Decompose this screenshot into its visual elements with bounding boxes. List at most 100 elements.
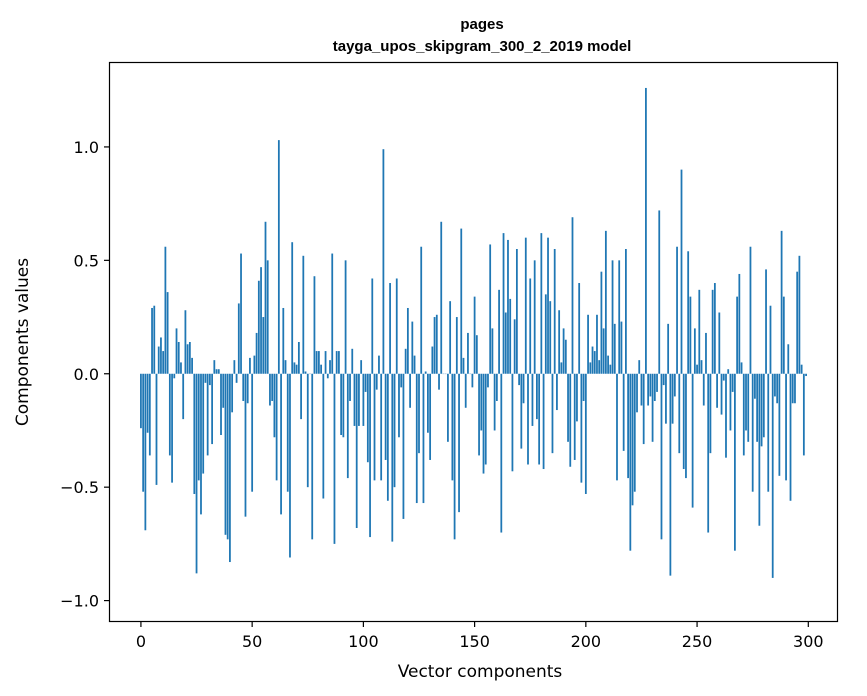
bar bbox=[315, 351, 318, 374]
bar bbox=[616, 373, 618, 481]
bar bbox=[220, 373, 222, 435]
bar bbox=[591, 346, 594, 374]
bar bbox=[355, 373, 358, 528]
bars-group bbox=[140, 87, 807, 578]
bar bbox=[573, 373, 576, 460]
bar bbox=[364, 373, 367, 392]
bar bbox=[188, 342, 191, 374]
bar bbox=[687, 251, 690, 374]
bar bbox=[562, 328, 565, 374]
bar bbox=[251, 373, 254, 492]
bar bbox=[462, 357, 465, 374]
bar bbox=[527, 373, 529, 465]
bar bbox=[320, 364, 322, 374]
bar bbox=[302, 255, 305, 374]
bar bbox=[155, 373, 158, 485]
bar bbox=[418, 373, 420, 454]
bar bbox=[406, 307, 409, 374]
bar bbox=[549, 301, 552, 374]
bar bbox=[529, 278, 532, 374]
bar bbox=[700, 360, 703, 374]
bar bbox=[242, 373, 245, 401]
bar bbox=[671, 373, 674, 424]
bar bbox=[480, 373, 483, 431]
bar bbox=[511, 373, 514, 472]
bar bbox=[226, 373, 229, 540]
y-tick-label: −1.0 bbox=[60, 592, 99, 611]
bar bbox=[338, 351, 340, 374]
bar bbox=[631, 373, 634, 506]
bar bbox=[760, 373, 763, 447]
bar bbox=[789, 373, 792, 501]
bar bbox=[513, 319, 516, 374]
bar bbox=[180, 362, 182, 374]
bar bbox=[460, 228, 463, 374]
bar bbox=[378, 355, 380, 374]
bar bbox=[520, 373, 523, 449]
bar bbox=[344, 260, 347, 374]
bar bbox=[202, 373, 205, 474]
bar bbox=[427, 373, 429, 433]
bar bbox=[151, 307, 153, 374]
bar bbox=[269, 373, 271, 406]
bar bbox=[691, 373, 694, 508]
bar bbox=[351, 348, 354, 374]
bar bbox=[578, 283, 581, 374]
bar bbox=[693, 328, 696, 374]
bar bbox=[313, 276, 316, 374]
bar bbox=[273, 373, 276, 438]
bar bbox=[389, 283, 391, 374]
bar bbox=[713, 283, 716, 374]
bar bbox=[509, 298, 512, 374]
bar bbox=[166, 292, 169, 374]
bar bbox=[386, 373, 389, 501]
bar bbox=[349, 373, 351, 401]
bar bbox=[182, 373, 185, 420]
x-tick-label: 200 bbox=[571, 632, 602, 651]
bar bbox=[524, 237, 527, 374]
bar bbox=[420, 246, 423, 374]
bar bbox=[794, 373, 796, 404]
bar bbox=[224, 373, 227, 535]
bar bbox=[729, 373, 732, 431]
bar bbox=[244, 373, 247, 517]
bar bbox=[208, 373, 211, 386]
bar bbox=[429, 373, 432, 460]
bar bbox=[660, 373, 663, 540]
bar bbox=[329, 360, 331, 374]
bar bbox=[507, 239, 509, 374]
bar bbox=[291, 242, 294, 374]
bar bbox=[415, 373, 418, 504]
bar bbox=[500, 373, 503, 533]
y-tick-label: 1.0 bbox=[74, 138, 99, 157]
bar bbox=[556, 373, 558, 411]
x-tick-label: 50 bbox=[242, 632, 262, 651]
bar bbox=[249, 357, 251, 374]
bar bbox=[584, 373, 587, 494]
bar bbox=[260, 267, 262, 374]
bar bbox=[235, 373, 238, 383]
bar bbox=[153, 305, 156, 374]
bar bbox=[602, 328, 605, 374]
bar bbox=[702, 373, 705, 406]
bar bbox=[767, 373, 770, 492]
bar bbox=[571, 217, 574, 374]
bar bbox=[233, 360, 236, 374]
bar bbox=[673, 373, 676, 397]
y-tick-label: 0.0 bbox=[74, 365, 99, 384]
bar bbox=[144, 373, 147, 531]
bar bbox=[447, 373, 449, 442]
bar bbox=[146, 373, 149, 433]
bar bbox=[638, 360, 641, 374]
x-tick-label: 0 bbox=[136, 632, 146, 651]
bar bbox=[324, 351, 327, 374]
bar bbox=[716, 373, 718, 408]
bar bbox=[195, 373, 198, 574]
bar bbox=[473, 296, 476, 374]
bar bbox=[451, 373, 454, 481]
bar bbox=[678, 373, 681, 454]
bar bbox=[515, 249, 518, 374]
bar bbox=[300, 373, 302, 420]
bar bbox=[544, 294, 547, 374]
bar bbox=[805, 373, 807, 377]
